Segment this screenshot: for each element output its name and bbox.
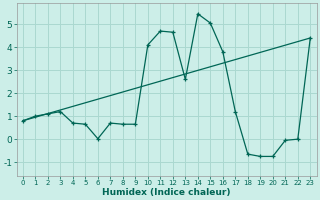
X-axis label: Humidex (Indice chaleur): Humidex (Indice chaleur) bbox=[102, 188, 231, 197]
